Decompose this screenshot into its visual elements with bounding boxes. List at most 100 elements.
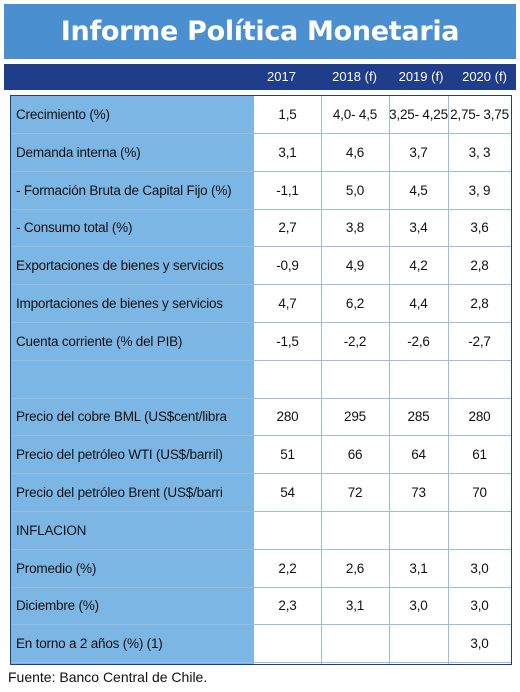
table-row: Precio del cobre BML (US$cent/libra 280 29…: [11, 398, 511, 437]
row-value: [389, 361, 448, 398]
row-label: Promedio (%): [16, 560, 97, 576]
table-row: Promedio (%) 2,2 2,6 3,1 3,0: [11, 550, 511, 588]
table-row: - Consumo total (%) 2,7 3,8 3,4 3,6: [11, 209, 511, 248]
row-label: Precio del petróleo Brent (US$/barri: [16, 485, 223, 500]
row-value: 5,0: [345, 182, 365, 198]
row-value: [254, 361, 321, 398]
row-value: 3,8: [345, 220, 365, 236]
row-label: Diciembre (%): [16, 598, 99, 614]
row-value: [389, 625, 448, 662]
year-header-2019: 2019 (f): [398, 69, 444, 84]
row-value: -1,5: [276, 333, 299, 349]
year-header-2017: 2017: [267, 69, 296, 84]
source-note: Fuente: Banco Central de Chile.: [8, 669, 208, 685]
row-value: 4,2: [409, 258, 428, 274]
table-row: Precio del petróleo Brent (US$/barri 54 72…: [11, 474, 511, 512]
row-value: 3, 9: [468, 182, 491, 198]
row-label: Importaciones de bienes y servicios: [16, 296, 223, 311]
column-divider: [389, 96, 390, 664]
row-value: 64: [411, 447, 426, 463]
table-row: Importaciones de bienes y servicios 4,7 6,…: [11, 285, 511, 323]
row-value: [321, 625, 389, 662]
row-value: 4,4: [409, 296, 428, 311]
row-label: Demanda interna (%): [16, 144, 141, 160]
row-label: En torno a 2 años (%) (1): [16, 636, 163, 652]
row-value: 1,5: [278, 107, 297, 122]
row-value: 2,8: [470, 296, 489, 311]
row-value: 295: [344, 409, 366, 425]
table-row: En torno a 2 años (%) (1) 3,0: [11, 625, 511, 664]
row-value: 280: [276, 409, 299, 425]
row-value: 61: [472, 447, 487, 463]
row-value: [448, 512, 511, 549]
table-row: Diciembre (%) 2,3 3,1 3,0 3,0: [11, 587, 511, 626]
row-value: 3, 3: [468, 144, 491, 160]
row-value: 2,75- 3,75: [450, 107, 509, 122]
table-row: [11, 361, 511, 399]
row-value: 4,9: [345, 258, 365, 274]
row-value: 3,6: [470, 220, 489, 236]
row-value: 3,0: [470, 560, 489, 576]
row-value: -2,6: [407, 333, 430, 349]
row-value: [321, 361, 389, 398]
row-label: Precio del petróleo WTI (US$/barril): [16, 447, 223, 463]
row-value: 2,7: [278, 220, 297, 236]
table-row: - Formación Bruta de Capital Fijo (%) -1,…: [11, 172, 511, 210]
table-row: Crecimiento (%) 1,5 4,0- 4,5 3,25- 4,25 2,75…: [11, 96, 511, 134]
row-value: [254, 512, 321, 549]
row-value: 3,0: [409, 598, 428, 614]
row-value: -1,1: [276, 182, 299, 198]
row-value: 3,1: [409, 560, 428, 576]
row-value: [254, 625, 321, 662]
row-value: 280: [468, 409, 491, 425]
table-row: Demanda interna (%) 3,1 4,6 3,7 3, 3: [11, 134, 511, 172]
row-value: 2,3: [278, 598, 297, 614]
row-value: 66: [347, 447, 363, 463]
row-value: 3,1: [278, 144, 297, 160]
row-value: 3,25- 4,25: [389, 107, 448, 122]
table-row: Exportaciones de bienes y servicios -0,9 4…: [11, 247, 511, 286]
row-value: -2,7: [468, 333, 491, 349]
row-value: 54: [280, 485, 295, 500]
row-label: Crecimiento (%): [16, 107, 110, 122]
row-value: 72: [347, 485, 363, 500]
label-column: [11, 96, 254, 664]
row-value: 2,8: [470, 258, 489, 274]
row-label: INFLACION: [16, 522, 87, 538]
report-title: Informe Política Monetaria: [4, 4, 516, 59]
row-value: 4,6: [345, 144, 365, 160]
row-value: [321, 512, 389, 549]
year-header: 2017 2018 (f) 2019 (f) 2020 (f): [4, 64, 516, 90]
row-value: 73: [411, 485, 426, 500]
row-value: 3,7: [409, 144, 428, 160]
row-value: 4,7: [278, 296, 297, 311]
row-value: 3,0: [470, 636, 489, 652]
row-value: 4,5: [409, 182, 428, 198]
column-divider: [448, 96, 449, 664]
row-label: - Formación Bruta de Capital Fijo (%): [16, 182, 232, 198]
year-header-2020: 2020 (f): [462, 69, 507, 84]
row-value: 2,2: [278, 560, 297, 576]
table-row: Precio del petróleo WTI (US$/barril) 51 66…: [11, 436, 511, 475]
row-value: 285: [407, 409, 430, 425]
row-value: [448, 361, 511, 398]
row-label: - Consumo total (%): [16, 220, 133, 236]
row-value: 2,6: [345, 560, 365, 576]
forecast-table: Crecimiento (%) 1,5 4,0- 4,5 3,25- 4,25 2,75…: [10, 95, 512, 665]
row-value: 3,4: [409, 220, 428, 236]
row-value: 70: [472, 485, 487, 500]
table-row: INFLACION: [11, 512, 511, 550]
row-value: 6,2: [345, 296, 365, 311]
row-value: [389, 512, 448, 549]
table-row: Cuenta corriente (% del PIB) -1,5 -2,2 -2,6…: [11, 323, 511, 361]
row-label: Precio del cobre BML (US$cent/libra: [16, 409, 227, 425]
row-value: 3,0: [470, 598, 489, 614]
row-value: 4,0- 4,5: [332, 107, 378, 122]
row-value: -0,9: [276, 258, 299, 274]
year-header-2018: 2018 (f): [332, 69, 377, 84]
row-label: Cuenta corriente (% del PIB): [16, 333, 183, 349]
column-divider: [321, 96, 322, 664]
row-value: 51: [280, 447, 295, 463]
row-value: 3,1: [345, 598, 365, 614]
row-value: -2,2: [343, 333, 367, 349]
